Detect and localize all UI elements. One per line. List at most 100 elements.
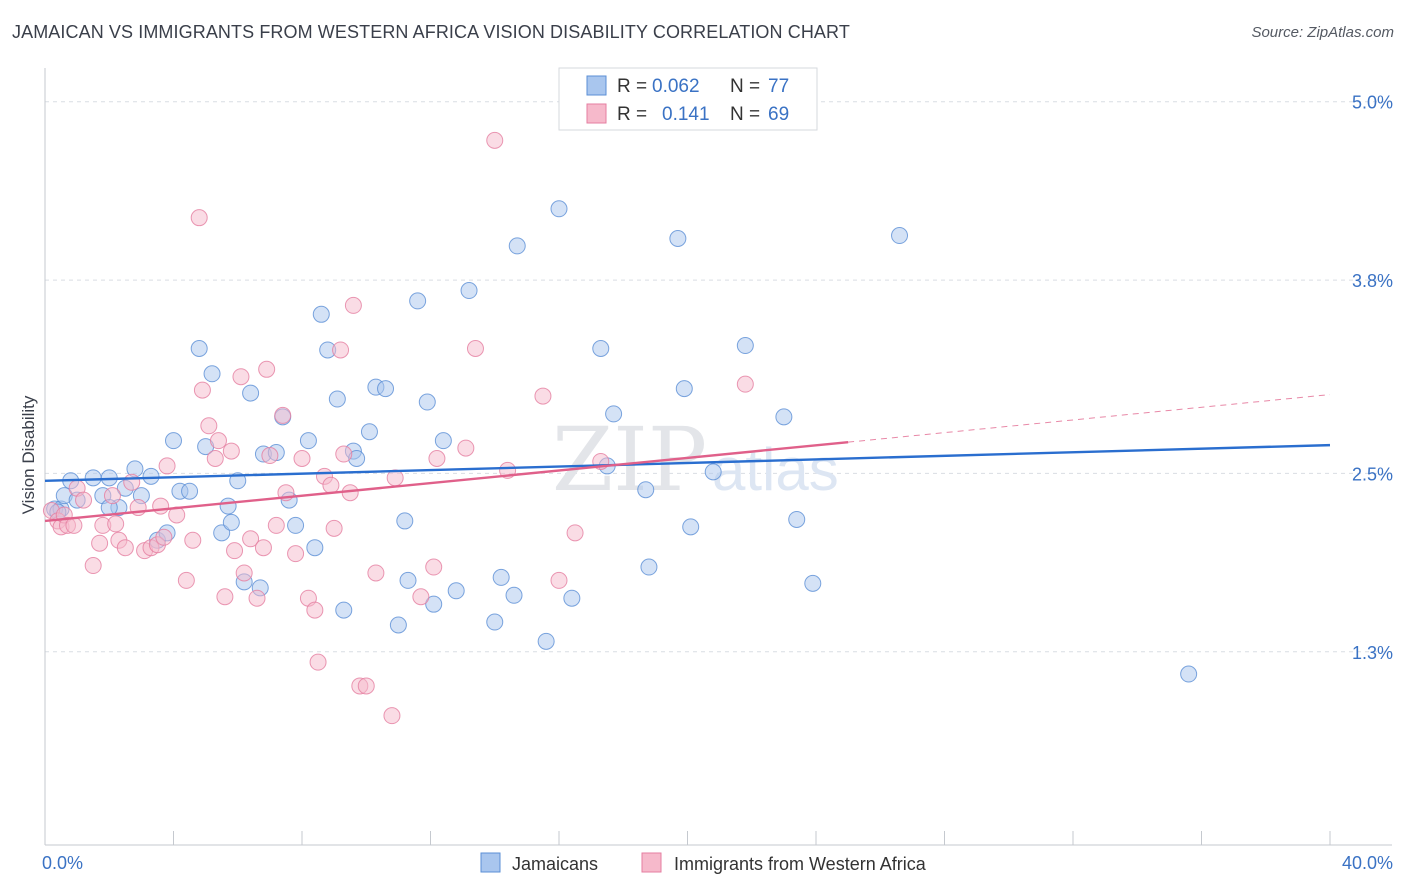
data-point [682, 518, 700, 536]
data-point [492, 568, 510, 586]
x-tick-labels: 0.0% 40.0% [42, 853, 1393, 873]
data-point [466, 339, 484, 357]
data-point [788, 510, 806, 528]
trend-lines [44, 394, 1331, 523]
data-point [193, 381, 211, 399]
y-axis-label: Vision Disability [19, 395, 38, 514]
data-point [566, 524, 584, 542]
data-point [360, 423, 378, 441]
data-point [306, 601, 324, 619]
legend-r-label-2: R = [617, 104, 647, 125]
data-point [123, 473, 141, 491]
data-point [299, 432, 317, 450]
data-point [216, 588, 234, 606]
data-point [177, 571, 195, 589]
data-point [457, 439, 475, 457]
data-point [155, 528, 173, 546]
data-point [486, 131, 504, 149]
legend-n-value-1: 77 [768, 76, 789, 97]
data-point [219, 497, 237, 515]
data-point [107, 515, 125, 533]
data-point [206, 450, 224, 467]
data-point [229, 472, 247, 490]
legend-top: R = 0.062 N = 77 R = 0.141 N = 69 [558, 67, 818, 131]
data-point [116, 539, 134, 557]
y-tick-label: 3.8% [1352, 271, 1393, 291]
legend-bottom-swatch-pink [641, 852, 662, 873]
data-point [226, 542, 244, 560]
data-point [367, 564, 385, 582]
legend-n-label-1: N = [730, 76, 760, 97]
legend-r-label-1: R = [617, 76, 647, 97]
data-point [592, 339, 610, 357]
legend-r-value-1: 0.062 [652, 76, 700, 97]
data-point [399, 571, 417, 589]
y-tick-label: 5.0% [1352, 93, 1393, 113]
data-point [335, 445, 353, 463]
data-point [235, 564, 253, 582]
data-point [357, 677, 375, 695]
data-point [232, 368, 250, 386]
data-point [222, 442, 240, 460]
data-point [736, 375, 754, 393]
x-tick-label: 0.0% [42, 853, 83, 873]
data-point [389, 616, 407, 634]
data-point [312, 305, 330, 323]
data-point [344, 296, 362, 314]
trend-line [44, 440, 849, 523]
data-point [258, 360, 276, 378]
data-point [254, 539, 272, 557]
y-tick-label: 2.5% [1352, 464, 1393, 484]
x-tick-label: 40.0% [1342, 853, 1393, 873]
data-point [84, 469, 102, 487]
data-point [563, 589, 581, 607]
data-point [418, 393, 436, 411]
data-point [434, 432, 452, 450]
data-point [181, 482, 199, 500]
data-point [184, 531, 202, 549]
data-point [396, 512, 414, 530]
axes [44, 68, 1392, 846]
data-point [383, 707, 401, 725]
legend-bottom: Jamaicans Immigrants from Western Africa [480, 852, 927, 874]
legend-r-value-2: 0.141 [662, 104, 710, 125]
data-point [103, 487, 121, 505]
watermark-atlas: atlas [712, 436, 839, 503]
data-point [158, 457, 176, 475]
data-point [704, 463, 722, 481]
series-immigrants-western-africa [42, 131, 754, 725]
data-point [287, 545, 305, 563]
data-point [891, 227, 909, 245]
data-point [605, 405, 623, 423]
data-point [508, 237, 526, 255]
data-point [209, 432, 227, 450]
data-point [736, 337, 754, 355]
data-point [152, 497, 170, 515]
data-point [309, 653, 327, 671]
data-point [75, 491, 93, 509]
data-point [425, 595, 443, 613]
legend-bottom-swatch-blue [480, 852, 501, 873]
data-point [200, 417, 218, 435]
data-point [190, 209, 208, 227]
data-point [377, 380, 395, 398]
data-point [91, 534, 109, 552]
data-point [447, 582, 465, 600]
data-point [242, 530, 260, 548]
data-point [425, 558, 443, 576]
data-point [142, 467, 160, 485]
legend-swatch-blue [586, 75, 607, 96]
data-point [222, 513, 240, 531]
data-point [804, 574, 822, 592]
data-point [428, 450, 446, 467]
data-point [640, 558, 658, 576]
trend-line-dashed [848, 394, 1331, 443]
data-point [550, 571, 568, 589]
data-point [550, 200, 568, 218]
data-point [190, 339, 208, 357]
data-point [274, 406, 292, 424]
data-point [306, 539, 324, 557]
legend-n-value-2: 69 [768, 104, 789, 125]
data-point [242, 384, 260, 402]
